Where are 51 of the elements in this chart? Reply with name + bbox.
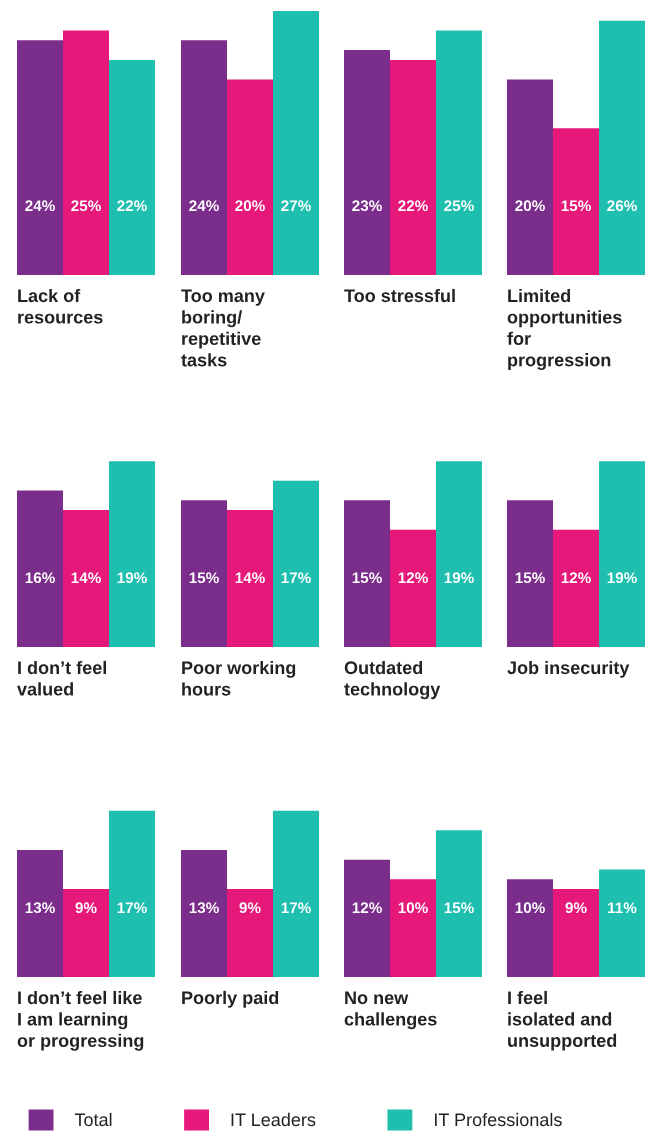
legend-label: IT Professionals — [434, 1112, 562, 1127]
x-axis-title: Poor working hours — [182, 660, 296, 696]
data-label: 12% — [398, 572, 428, 584]
data-label: 15% — [189, 572, 219, 584]
x-axis-title: Job insecurity — [507, 660, 630, 678]
data-label: 20% — [515, 200, 545, 212]
x-axis-title: Limited opportunities for progression — [507, 288, 622, 371]
data-label: 24% — [25, 200, 55, 212]
data-label: 15% — [515, 572, 545, 584]
data-label: 12% — [561, 572, 591, 584]
data-label: 9% — [239, 902, 261, 914]
x-axis-title: Too stressful — [344, 288, 455, 303]
data-label: 15% — [352, 572, 382, 584]
data-label: 17% — [281, 572, 311, 584]
data-label: 14% — [235, 572, 265, 584]
legend-label: IT Leaders — [231, 1112, 316, 1127]
x-axis-title: No new challenges — [344, 991, 437, 1030]
data-label: 12% — [352, 902, 382, 914]
data-label: 24% — [189, 200, 219, 212]
data-label: 13% — [189, 902, 219, 914]
data-label: 13% — [25, 902, 55, 914]
data-label: 10% — [398, 902, 428, 914]
data-label: 10% — [515, 902, 545, 914]
x-axis-title: Lack of resources — [18, 288, 103, 324]
data-label: 25% — [444, 200, 474, 212]
data-label: 9% — [75, 902, 97, 914]
data-label: 19% — [607, 572, 637, 584]
data-label: 23% — [352, 200, 382, 212]
data-label: 17% — [117, 902, 147, 914]
x-axis-title: I don’t feel valued — [17, 660, 106, 696]
data-label: 11% — [608, 902, 637, 914]
data-label: 16% — [25, 572, 55, 584]
x-axis-title: I feel isolated and unsupported — [508, 990, 617, 1051]
x-axis-title: Too many boring/ repetitive tasks — [181, 289, 265, 367]
x-axis-title: I don’t feel like I am learning or progressing — [17, 990, 144, 1051]
data-label: 15% — [444, 902, 474, 914]
data-label: 15% — [561, 200, 591, 212]
data-label: 27% — [281, 200, 311, 212]
data-label: 17% — [281, 902, 311, 914]
legend-label: Total — [74, 1112, 112, 1127]
x-axis-title: Poorly paid — [182, 990, 279, 1008]
data-label: 22% — [398, 200, 428, 212]
x-axis-title: Outdated technology — [344, 660, 441, 700]
data-label: 19% — [444, 572, 474, 584]
data-label: 26% — [607, 200, 637, 212]
data-label: 19% — [117, 572, 147, 584]
data-label: 9% — [565, 902, 587, 914]
data-label: 20% — [235, 200, 265, 212]
data-label: 22% — [117, 200, 147, 212]
data-label: 25% — [71, 200, 101, 212]
data-label: 14% — [71, 572, 101, 584]
